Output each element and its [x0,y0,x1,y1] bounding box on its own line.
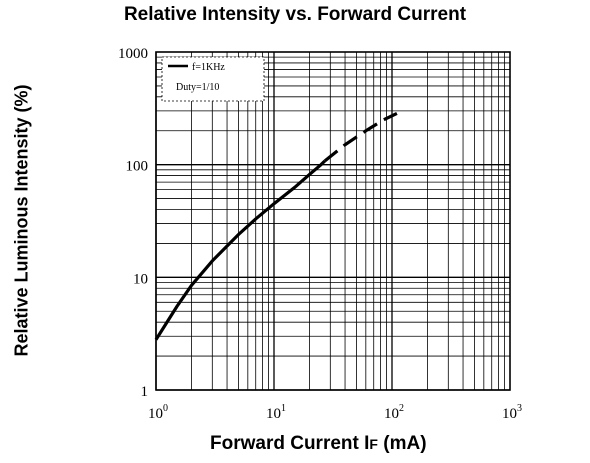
y-tick-label: 1 [141,384,149,400]
x-axis-label-unit: (mA) [377,433,427,454]
legend-entry: f=1KHz [192,62,225,73]
chart-title: Relative Intensity vs. Forward Current [123,4,467,25]
x-axis-label-main: Forward Current I [210,433,370,454]
series-line-dashed [323,111,398,163]
series-line-solid [154,159,327,341]
x-tick-label: 100 [148,403,168,422]
x-tick-label: 103 [502,403,522,422]
y-tick-label: 1000 [118,46,148,62]
y-tick-label: 100 [126,159,149,175]
legend: f=1KHz Duty=1/10 [161,56,265,102]
legend-box [161,56,265,102]
x-tick-label: 101 [266,403,286,422]
series-lines [154,111,398,341]
x-axis-label: Forward Current IF (mA) [210,433,427,455]
x-tick-label: 102 [384,403,404,422]
x-axis-label-subscript: F [369,436,378,452]
tick-labels: 100 101 102 103 1 10 100 1000 [118,46,522,422]
plot-frame [155,51,511,391]
y-tick-label: 10 [133,271,148,287]
legend-entry: Duty=1/10 [176,82,219,93]
grid [155,51,511,391]
